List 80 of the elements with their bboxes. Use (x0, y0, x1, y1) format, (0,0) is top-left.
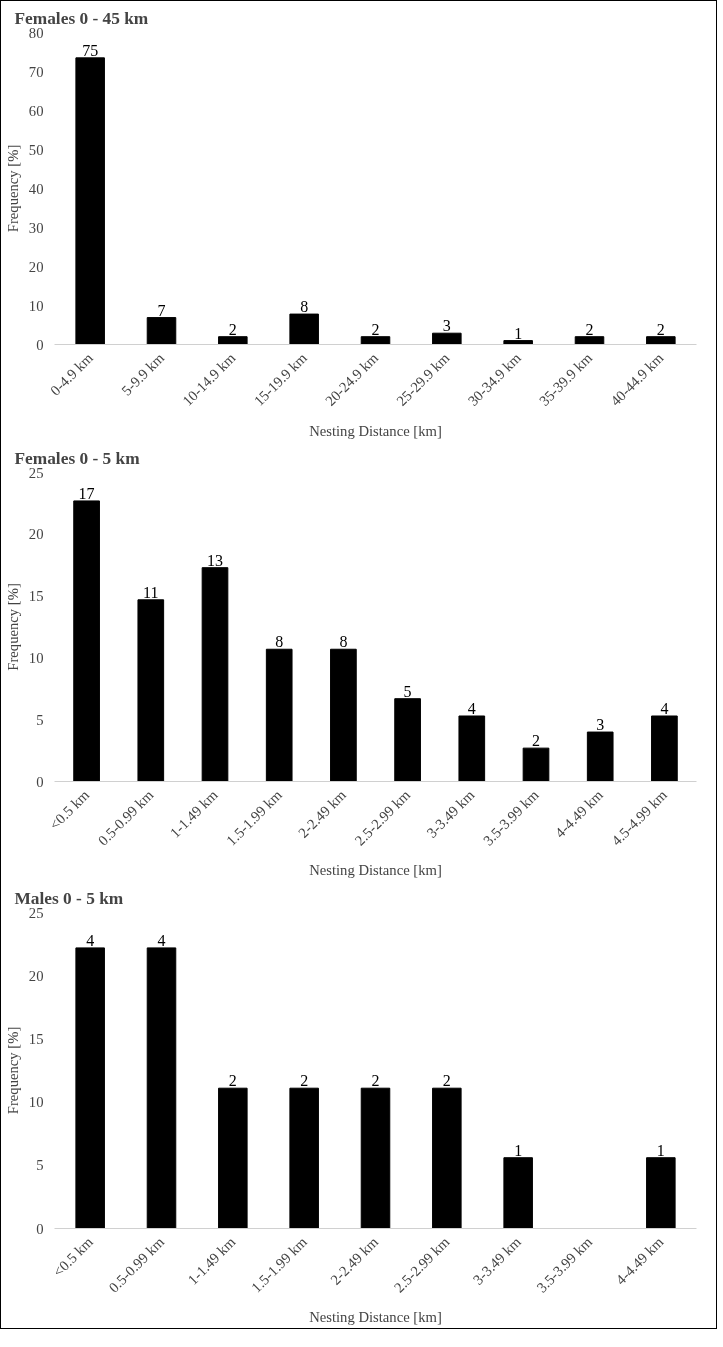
y-tick-label: 20 (28, 526, 44, 543)
annotation: 17 (78, 484, 95, 502)
bar (646, 1157, 676, 1229)
bar (394, 698, 421, 782)
y-tick-label: 20 (28, 258, 44, 275)
bar (522, 747, 550, 782)
y-tick-label: 15 (28, 588, 44, 605)
annotation: 8 (300, 298, 309, 316)
annotation: 11 (143, 583, 159, 601)
bar (146, 947, 177, 1229)
bar (330, 648, 357, 782)
x-tick-label: <0.5 km (49, 1233, 97, 1280)
x-axis-title: Nesting Distance [km] (309, 422, 442, 439)
annotation: 3 (442, 317, 451, 335)
annotation: 2 (442, 1072, 451, 1090)
bar (201, 567, 229, 782)
y-axis-title: Frequency [%] (4, 144, 21, 233)
annotation: 4 (467, 699, 476, 717)
y-tick-label: 0 (36, 1220, 44, 1237)
y-tick-label: 10 (28, 297, 44, 314)
annotation: 4 (157, 931, 166, 949)
bar (73, 500, 100, 782)
annotation: 4 (86, 931, 95, 949)
annotation: 1 (514, 1141, 523, 1159)
bar (586, 731, 614, 782)
annotation: 5 (403, 682, 412, 700)
y-axis-title: Frequency [%] (4, 583, 21, 671)
bar (137, 599, 165, 782)
y-axis-title: Frequency [%] (4, 1026, 21, 1115)
bar (265, 648, 293, 782)
annotation: 8 (275, 633, 284, 651)
y-tick-label: 0 (36, 336, 44, 353)
bar (432, 1087, 462, 1229)
bar (432, 332, 462, 345)
bar (289, 1087, 319, 1229)
annotation: 2 (228, 320, 237, 338)
bar (458, 715, 486, 782)
y-tick-label: 0 (36, 773, 44, 790)
bar (75, 947, 105, 1229)
bar (360, 1087, 391, 1229)
y-tick-label: 5 (36, 1157, 44, 1174)
bar (651, 715, 678, 782)
bar (646, 336, 676, 345)
y-tick-label: 20 (28, 967, 44, 984)
y-tick-label: 60 (28, 102, 44, 119)
x-tick-label: <0.5 km (46, 786, 93, 833)
annotation: 2 (300, 1072, 309, 1090)
bar (360, 336, 391, 345)
annotation: 7 (157, 301, 166, 319)
annotation: 2 (585, 320, 594, 338)
annotation: 75 (82, 41, 99, 59)
y-tick-label: 15 (28, 1030, 44, 1047)
annotation: 3 (596, 716, 605, 734)
bar (289, 313, 319, 345)
y-tick-label: 10 (28, 1094, 44, 1111)
bar (75, 57, 105, 345)
bar (218, 336, 248, 345)
annotation: 2 (656, 320, 665, 338)
bar (574, 336, 605, 345)
y-tick-label: 5 (36, 711, 44, 728)
y-tick-label: 10 (28, 649, 44, 666)
x-axis-title: Nesting Distance [km] (309, 1309, 442, 1326)
annotation: 8 (339, 633, 348, 651)
annotation: 2 (371, 320, 380, 338)
y-tick-label: 40 (28, 180, 44, 197)
annotation: 2 (228, 1072, 237, 1090)
annotation: 13 (207, 551, 223, 569)
y-tick-label: 50 (28, 141, 44, 158)
bar (503, 340, 533, 345)
y-tick-label: 30 (28, 219, 44, 236)
annotation: 1 (656, 1141, 665, 1159)
annotation: 4 (660, 699, 669, 717)
annotation: 1 (514, 324, 523, 342)
bar (218, 1087, 248, 1229)
bar (146, 317, 177, 345)
y-tick-label: 70 (28, 63, 44, 80)
x-axis-title: Nesting Distance [km] (309, 862, 442, 879)
annotation: 2 (371, 1072, 380, 1090)
bar (503, 1157, 533, 1229)
annotation: 2 (532, 732, 540, 750)
